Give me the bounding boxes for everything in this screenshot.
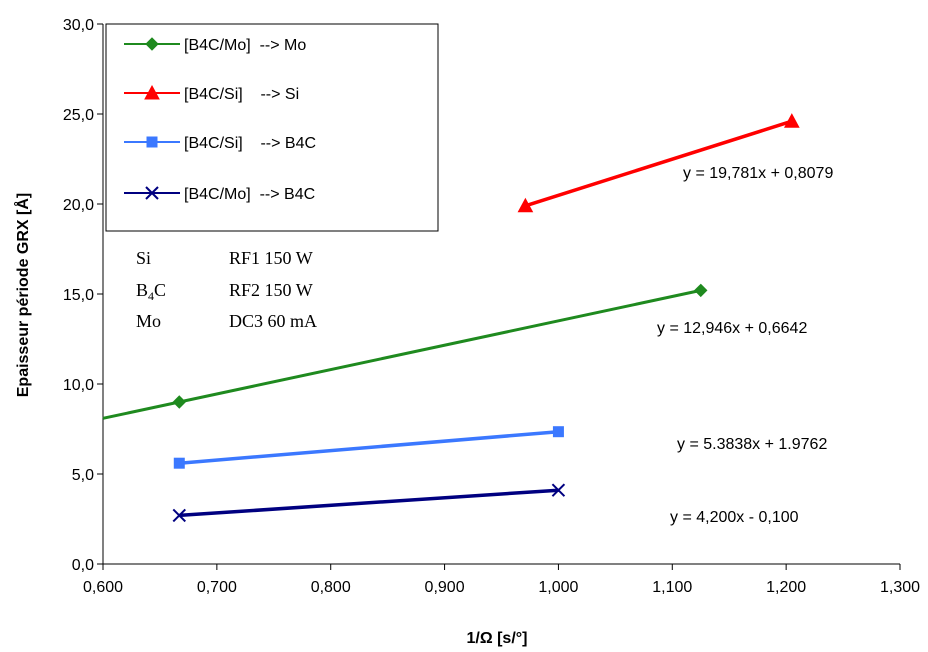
legend-label: [B4C/Si] --> Si (184, 86, 299, 103)
condition-setting-b4c: RF2 150 W (229, 280, 313, 300)
x-tick-label: 0,700 (197, 579, 237, 596)
data-point (172, 508, 186, 523)
data-point (783, 113, 800, 128)
y-axis-title: Epaisseur période GRX [Å] (13, 193, 32, 398)
y-axis-ticks: 0,0 5,0 10,0 15,0 20,0 25,0 30,0 (63, 17, 103, 574)
legend-marker (146, 136, 158, 148)
legend-label: [B4C/Mo] --> Mo (184, 37, 306, 54)
legend-item-0: [B4C/Mo] --> Mo (124, 37, 306, 54)
x-axis-ticks: 0,600 0,700 0,800 0,900 1,000 1,100 1,200 1,300 (83, 564, 920, 596)
x-tick-label: 1,200 (766, 579, 806, 596)
condition-element-mo: Mo (136, 311, 161, 331)
series-3 (172, 483, 566, 523)
equation-mo: y = 12,946x + 0,6642 (657, 320, 807, 337)
condition-setting-si: RF1 150 W (229, 248, 313, 268)
series-line (179, 429, 559, 465)
data-point (552, 426, 564, 438)
series-line (179, 289, 701, 403)
y-tick-label: 30,0 (63, 17, 94, 34)
data-point (551, 483, 566, 497)
data-point (173, 457, 185, 469)
x-tick-label: 0,900 (425, 579, 465, 596)
equation-b4c-mo: y = 4,200x - 0,100 (670, 509, 799, 526)
series-layer (102, 113, 800, 523)
x-tick-label: 1,100 (652, 579, 692, 596)
x-axis-title: 1/Ω [s/°] (466, 630, 527, 647)
equation-b4c-si: y = 5.3838x + 1.9762 (677, 436, 827, 453)
series-2 (173, 426, 564, 469)
y-tick-label: 25,0 (63, 107, 94, 124)
equation-si: y = 19,781x + 0,8079 (683, 165, 833, 182)
series-line (524, 119, 793, 208)
x-tick-label: 0,800 (311, 579, 351, 596)
y-tick-label: 20,0 (63, 197, 94, 214)
legend-marker (144, 84, 160, 100)
condition-element-b4c: B4C (136, 280, 166, 303)
y-tick-label: 5,0 (72, 467, 94, 484)
series-line (179, 488, 559, 518)
data-point (172, 395, 186, 409)
y-tick-label: 0,0 (72, 557, 94, 574)
y-tick-label: 15,0 (63, 287, 94, 304)
data-point (694, 283, 708, 298)
condition-setting-mo: DC3 60 mA (229, 311, 317, 331)
series-1 (517, 113, 800, 213)
legend-label: [B4C/Mo] --> B4C (184, 186, 315, 203)
legend-label: [B4C/Si] --> B4C (184, 135, 316, 152)
x-tick-label: 1,000 (538, 579, 578, 596)
data-point (517, 197, 534, 213)
legend-marker (145, 37, 159, 51)
y-tick-label: 10,0 (63, 377, 94, 394)
legend-item-1: [B4C/Si] --> Si (124, 84, 299, 103)
series-0 (102, 283, 708, 420)
condition-element-si: Si (136, 248, 151, 268)
legend-item-3: [B4C/Mo] --> B4C (124, 186, 315, 203)
conditions-note: Si RF1 150 W B4C RF2 150 W Mo DC3 60 mA (136, 248, 317, 331)
legend: [B4C/Mo] --> Mo [B4C/Si] --> Si [B4C/Si] -… (105, 23, 439, 232)
legend-marker (145, 186, 159, 200)
legend-item-2: [B4C/Si] --> B4C (124, 135, 316, 152)
x-tick-label: 0,600 (83, 579, 123, 596)
x-tick-label: 1,300 (880, 579, 920, 596)
legend-box (105, 23, 439, 232)
